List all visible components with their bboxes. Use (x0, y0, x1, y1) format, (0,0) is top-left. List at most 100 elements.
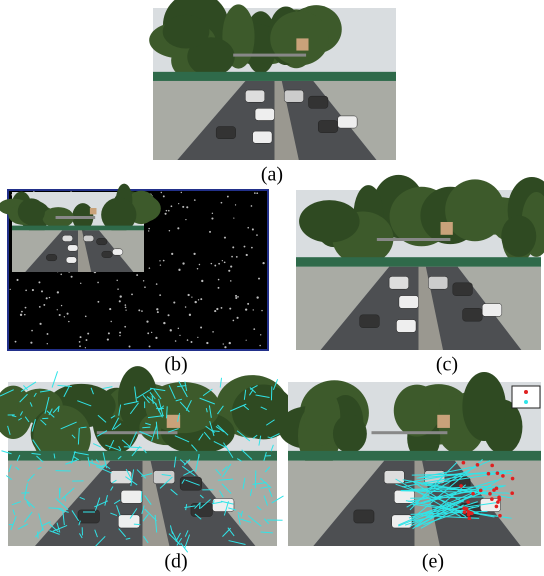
feature-dot (110, 320, 112, 323)
feature-dot (178, 268, 181, 271)
flow-vector (195, 454, 200, 472)
flow-vector (125, 537, 131, 540)
flow-vector (202, 388, 213, 397)
feature-dot (142, 280, 145, 282)
photo (0, 366, 295, 546)
car (67, 244, 79, 252)
feature-dot (87, 332, 90, 335)
flow-vector (223, 442, 234, 458)
feature-dot (9, 288, 11, 290)
flow-vector (91, 459, 93, 464)
flow-vector (255, 394, 270, 399)
flow-vector (95, 465, 112, 474)
feature-dot (138, 309, 141, 312)
flow-vector (199, 494, 204, 499)
car (428, 276, 449, 290)
feature-dot (24, 313, 26, 316)
car (359, 314, 380, 328)
median (142, 460, 170, 546)
legend-dot (524, 400, 528, 404)
feature-dot (235, 255, 238, 258)
feature-dot (38, 305, 41, 308)
caption: (d) (164, 551, 187, 573)
feature-dot (46, 333, 49, 335)
feature-dot (209, 230, 211, 233)
feature-dot (182, 205, 185, 208)
flow-vector (57, 384, 72, 388)
match-line (423, 487, 482, 504)
feature-dot (124, 304, 127, 306)
flow-vector (87, 456, 91, 467)
feature-dot (185, 218, 187, 221)
feature-dot (48, 296, 51, 299)
flow-vector (94, 497, 101, 511)
car (215, 126, 236, 139)
flow-vector (143, 449, 147, 454)
flow-vector (41, 521, 51, 527)
feature-dot (220, 307, 223, 309)
caption: (c) (436, 354, 458, 376)
feature-dot (190, 341, 193, 343)
car (481, 303, 503, 317)
flow-vector (52, 405, 60, 414)
car (452, 282, 473, 296)
flow-vector (23, 483, 28, 500)
flow-vectors (0, 371, 284, 553)
feature-dot (259, 344, 261, 347)
flow-vector (184, 381, 188, 392)
match-point (462, 510, 467, 514)
feature-dot (56, 291, 60, 294)
car (118, 514, 141, 529)
feature-dot (244, 308, 248, 311)
flow-vector (252, 434, 258, 439)
flow-vector (121, 439, 131, 447)
flow-vector (168, 384, 176, 400)
flow-vector (117, 455, 122, 460)
flow-vector (203, 431, 211, 440)
car (46, 254, 58, 262)
tree (304, 387, 341, 446)
legend-box (511, 385, 541, 409)
fence (296, 257, 541, 267)
flow-vector (252, 482, 267, 485)
feature-dot (256, 234, 258, 236)
feature-dot (155, 283, 158, 285)
feature-dot (167, 209, 170, 212)
matches (395, 385, 541, 530)
flow-vector (31, 452, 41, 456)
car (112, 248, 124, 256)
flow-vector (110, 512, 118, 517)
flow-vector (36, 455, 44, 463)
match-point (510, 491, 514, 495)
car (65, 256, 77, 264)
flow-vector (48, 408, 53, 416)
car (353, 509, 375, 524)
feature-dot (251, 228, 254, 231)
car (388, 276, 409, 290)
feature-dot (16, 278, 19, 281)
flow-vector (128, 431, 138, 449)
flow-vector (104, 495, 108, 506)
flow-vector (174, 435, 190, 443)
flow-vector (95, 535, 106, 547)
feature-dot (211, 212, 214, 215)
feature-dot (217, 278, 220, 281)
flow-vector (205, 408, 208, 413)
flow-vector (39, 389, 51, 393)
match-point (466, 500, 470, 504)
caption: (e) (422, 551, 444, 573)
flow-vector (154, 403, 163, 418)
feature-dot (159, 260, 161, 262)
flow-vector (80, 426, 87, 429)
car (83, 234, 95, 242)
flow-vector (134, 386, 138, 403)
feature-dot (148, 230, 150, 232)
flow-vector (242, 477, 246, 490)
car (398, 295, 419, 309)
car (396, 319, 417, 333)
feature-dot (206, 341, 209, 345)
flow-vector (146, 396, 158, 405)
flow-vector (63, 385, 71, 398)
feature-dot (60, 273, 63, 276)
feature-dot (177, 327, 180, 330)
